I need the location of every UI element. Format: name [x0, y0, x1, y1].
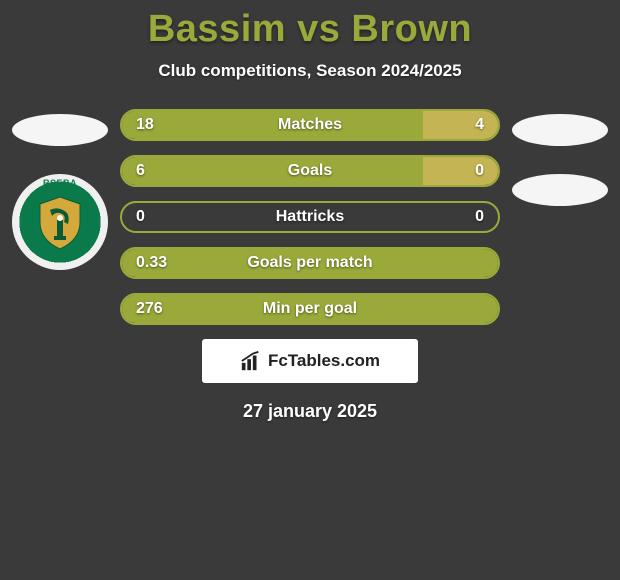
- stat-label: Goals: [122, 162, 498, 180]
- stat-label: Goals per match: [122, 254, 498, 272]
- shield-icon: [30, 192, 90, 252]
- brand-watermark[interactable]: FcTables.com: [202, 339, 418, 383]
- stat-label: Matches: [122, 116, 498, 134]
- comparison-panel: RSEBA 18Matches46Goals00Hattricks00.33Go…: [0, 109, 620, 325]
- stat-row: 6Goals0: [120, 155, 500, 187]
- stat-value-right: 0: [475, 208, 484, 226]
- right-player-col: [510, 109, 610, 206]
- bar-chart-icon: [240, 350, 262, 372]
- player-photo-left: [12, 114, 108, 146]
- stat-value-right: 0: [475, 162, 484, 180]
- subtitle: Club competitions, Season 2024/2025: [0, 61, 620, 81]
- stat-label: Min per goal: [122, 300, 498, 318]
- stat-row: 0.33Goals per match: [120, 247, 500, 279]
- stat-label: Hattricks: [122, 208, 498, 226]
- left-player-col: RSEBA: [10, 109, 110, 270]
- date-label: 27 january 2025: [0, 401, 620, 422]
- player-photo-right: [512, 114, 608, 146]
- page-title: Bassim vs Brown: [0, 0, 620, 51]
- stats-column: 18Matches46Goals00Hattricks00.33Goals pe…: [120, 109, 500, 325]
- brand-label: FcTables.com: [268, 351, 380, 371]
- club-badge-left: RSEBA: [12, 174, 108, 270]
- club-badge-text: RSEBA: [12, 178, 108, 188]
- club-badge-right: [512, 174, 608, 206]
- stat-row: 276Min per goal: [120, 293, 500, 325]
- stat-row: 18Matches4: [120, 109, 500, 141]
- stat-row: 0Hattricks0: [120, 201, 500, 233]
- stat-value-right: 4: [475, 116, 484, 134]
